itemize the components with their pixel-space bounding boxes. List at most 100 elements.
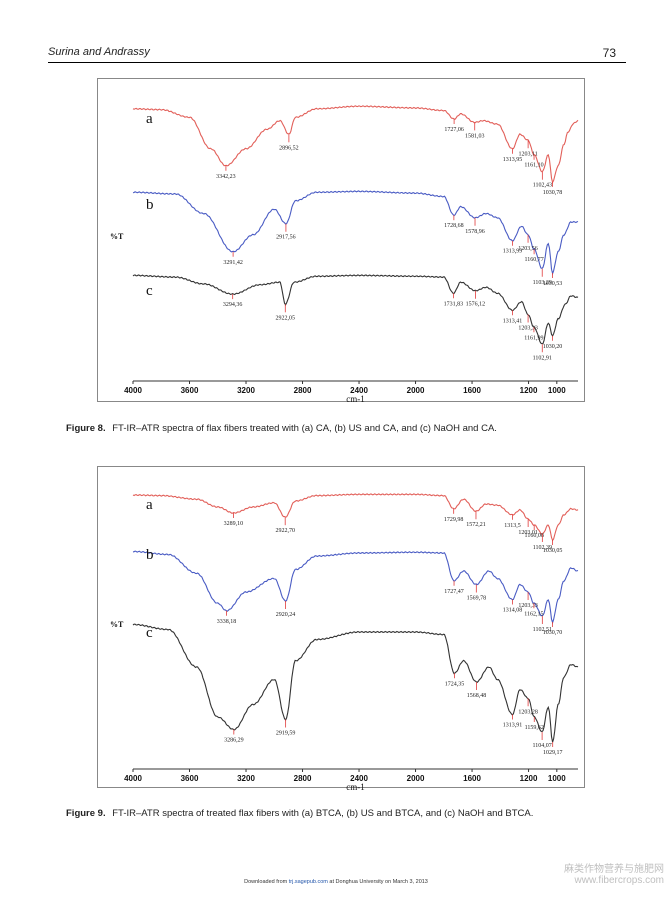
peak-annotation: 1030,53	[543, 281, 563, 287]
peak-annotation: 1203,56	[518, 246, 538, 252]
x-tick-label: 1000	[548, 774, 566, 783]
x-tick-label: 2800	[294, 774, 312, 783]
peak-annotation: 1724,35	[445, 681, 465, 687]
peak-annotation: 3286,29	[224, 738, 244, 744]
spectrum-trace-c	[132, 623, 579, 743]
x-tick-label: 3200	[237, 774, 255, 783]
peak-annotation: 1313,91	[503, 723, 523, 729]
footer-link[interactable]: trj.sagepub.com	[288, 879, 328, 885]
y-axis-label: %T	[110, 232, 124, 241]
peak-annotation: 2919,59	[276, 731, 296, 737]
peak-annotation: 1572,21	[466, 522, 486, 528]
peak-annotation: 1160,08	[525, 533, 544, 539]
peak-annotation: 1030,70	[543, 630, 563, 636]
x-tick-label: 1000	[548, 386, 566, 395]
site-watermark: 麻类作物营养与施肥网 www.fibercrops.com	[564, 864, 664, 886]
trace-label-a: a	[146, 111, 153, 127]
peak-annotation: 1102,51	[533, 627, 552, 633]
peak-annotation: 1313,99	[503, 249, 523, 255]
peak-annotation: 1728,68	[444, 223, 464, 229]
x-tick-label: 1200	[520, 386, 538, 395]
peak-annotation: 1203,01	[518, 530, 538, 536]
spectrum-trace-b	[132, 550, 579, 625]
x-tick-label: 2400	[350, 386, 368, 395]
footer-prefix: Downloaded from	[244, 879, 288, 885]
peak-annotation: 1161,99	[524, 335, 543, 341]
peak-annotation: 1030,78	[543, 190, 563, 196]
x-axis-label: cm-1	[346, 782, 365, 792]
peak-annotation: 1313,41	[503, 318, 523, 324]
peak-annotation: 2922,05	[276, 315, 296, 321]
figure-9-chart: 4000 3600 3200 2800 2400 2000 1600 1200 1000 cm-1…	[110, 493, 579, 792]
figure-9-frame: 4000 3600 3200 2800 2400 2000 1600 1200 1000 cm-1…	[97, 466, 585, 792]
x-tick-label: 3600	[181, 774, 199, 783]
peak-annotation: 1578,96	[465, 229, 485, 235]
peak-annotation: 1104,07	[532, 743, 551, 749]
spectrum-trace-b	[132, 190, 579, 276]
peak-annotation: 2896,52	[279, 145, 299, 151]
spectrum-trace-a	[132, 105, 579, 184]
peak-annotation: 1569,78	[467, 596, 487, 602]
peak-annotation: 1030,20	[543, 344, 563, 350]
spectrum-trace-c	[132, 274, 579, 345]
spectrum-trace-a	[132, 493, 579, 542]
trace-label-c: c	[146, 283, 153, 299]
peak-annotation: 1102,43	[533, 183, 552, 189]
figure-8-caption-label: Figure 8.	[66, 423, 106, 434]
peak-annotation: 1160,77	[524, 257, 543, 263]
peak-annotation: 1029,17	[543, 750, 563, 756]
peak-annotation: 1159,62	[525, 725, 544, 731]
figure-8-caption-text: FT-IR–ATR spectra of flax fibers treated…	[112, 423, 497, 434]
peak-annotation: 3342,23	[216, 174, 236, 180]
trace-label-b: b	[146, 197, 154, 213]
peak-annotation: 1203,33	[518, 326, 538, 332]
peak-annotation: 1576,12	[466, 302, 486, 308]
x-tick-label: 4000	[124, 386, 142, 395]
x-tick-label: 2000	[407, 774, 425, 783]
figure-8-chart: 4000 3600 3200 2800 2400 2000 1600 1200 1000 cm-1…	[110, 105, 579, 404]
peak-annotation: 1727,06	[444, 127, 464, 133]
download-footer: Downloaded from trj.sagepub.com at Dongh…	[0, 879, 672, 885]
figure-9-caption-label: Figure 9.	[66, 808, 106, 819]
peak-annotation: 3338,18	[217, 619, 237, 625]
watermark-line-2: www.fibercrops.com	[574, 875, 664, 886]
figure-9-caption: Figure 9. FT-IR–ATR spectra of treated f…	[66, 808, 533, 820]
figure-9-caption-text: FT-IR–ATR spectra of treated flax fibers…	[112, 808, 534, 819]
peak-annotation: 1102,91	[533, 355, 552, 361]
x-tick-label: 1600	[463, 774, 481, 783]
peak-annotation: 1102,39	[533, 545, 552, 551]
x-tick-label: 2800	[294, 386, 312, 395]
peak-annotation: 3289,10	[224, 521, 244, 527]
peak-annotation: 1731,83	[444, 301, 464, 307]
peak-annotation: 1313,95	[503, 157, 523, 163]
footer-suffix: at Donghua University on March 3, 2013	[329, 879, 428, 885]
peak-annotation: 3294,36	[223, 302, 243, 308]
running-head-authors: Surina and Andrassy	[48, 46, 150, 58]
peak-annotation: 1161,10	[524, 163, 543, 169]
x-tick-label: 3600	[181, 386, 199, 395]
x-tick-label: 2400	[350, 774, 368, 783]
figure-8-caption: Figure 8. FT-IR–ATR spectra of flax fibe…	[66, 423, 497, 435]
peak-annotation: 1203,33	[518, 603, 538, 609]
watermark-line-1: 麻类作物营养与施肥网	[564, 864, 664, 875]
peak-annotation: 1203,28	[518, 709, 538, 715]
x-tick-label: 1600	[463, 386, 481, 395]
peak-annotation: 1203,11	[518, 151, 537, 157]
peak-annotation: 2922,70	[275, 528, 295, 534]
peak-annotation: 1727,47	[444, 589, 464, 595]
peak-annotation: 1030,05	[543, 548, 563, 554]
x-tick-label: 2000	[407, 386, 425, 395]
trace-label-b: b	[146, 547, 154, 563]
peak-annotation: 1314,08	[503, 608, 522, 614]
peak-annotation: 1568,48	[467, 693, 487, 699]
peak-annotation: 1729,98	[444, 517, 464, 523]
x-axis-label: cm-1	[346, 394, 365, 404]
trace-label-c: c	[146, 625, 153, 641]
header-rule	[48, 62, 626, 63]
peak-annotation: 1103,29	[533, 280, 552, 286]
peak-annotation: 1313,5	[504, 523, 521, 529]
peak-annotation: 2920,24	[276, 612, 296, 618]
peak-annotation: 1581,03	[465, 133, 485, 139]
page-number: 73	[602, 46, 616, 60]
x-tick-label: 3200	[237, 386, 255, 395]
